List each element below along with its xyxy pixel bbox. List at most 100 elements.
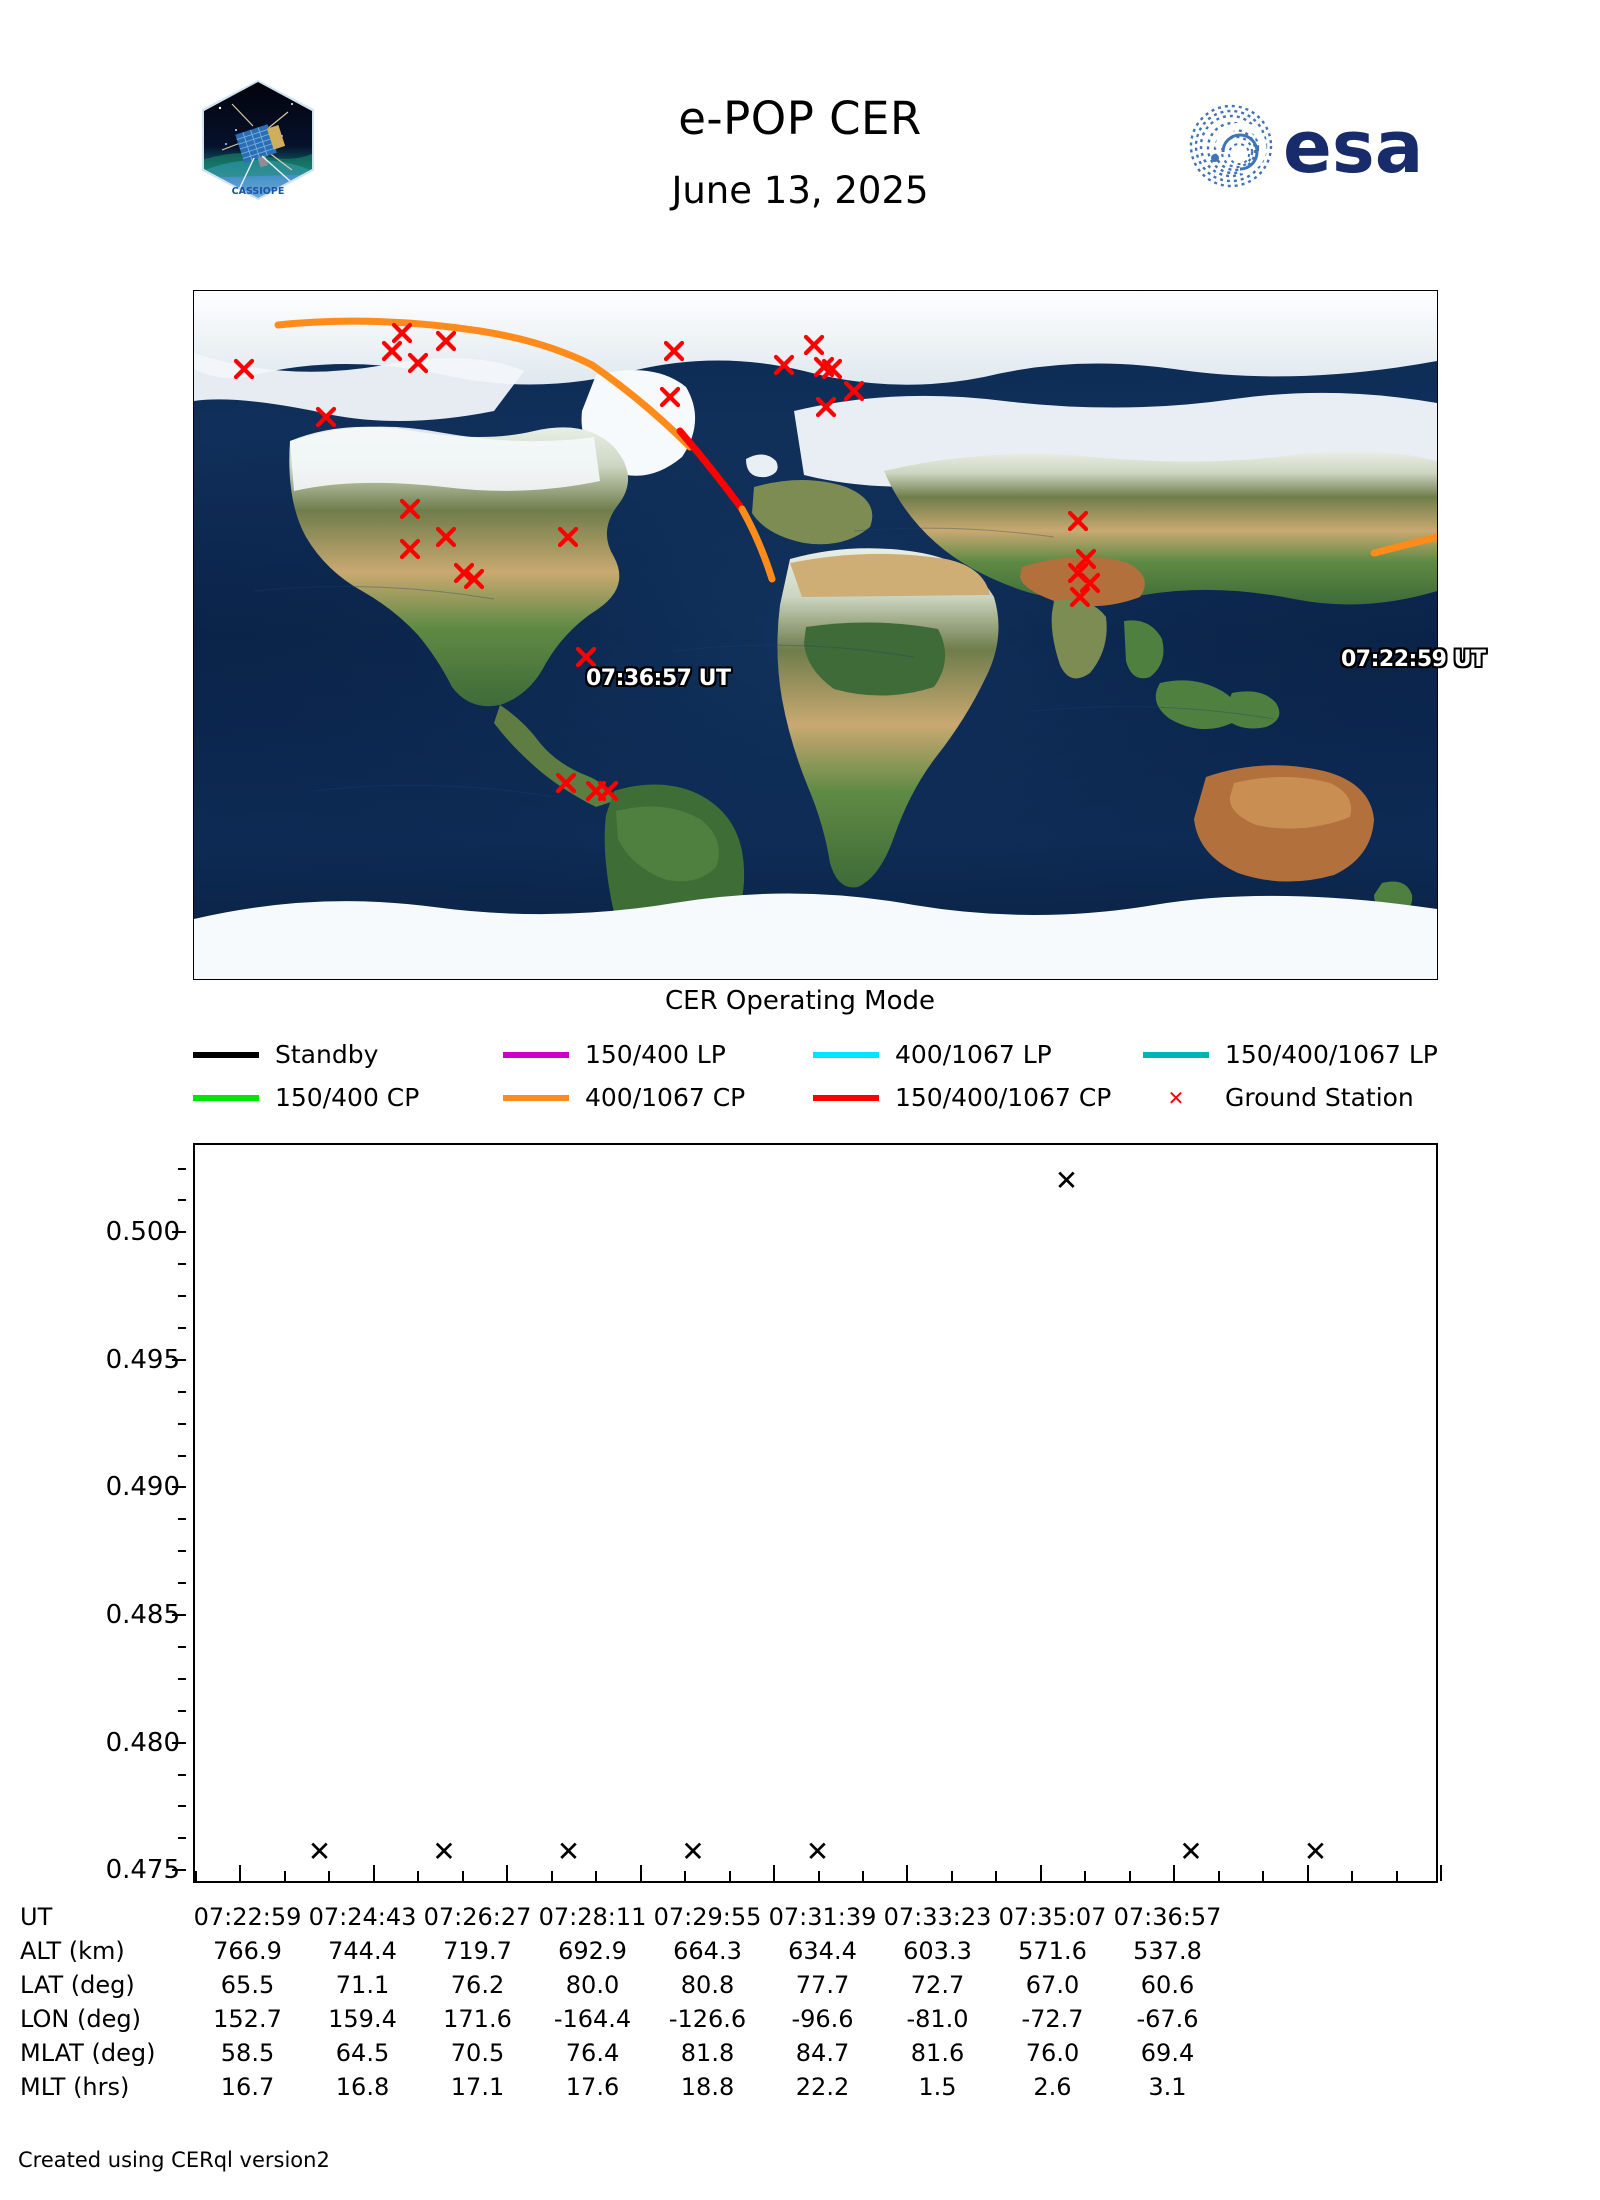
table-row-label: ALT (km) (20, 1937, 125, 1965)
table-cell: 58.5 (220, 2039, 275, 2067)
ground-station-icon: ✕ (1167, 1085, 1185, 1110)
table-cell: 07:29:55 (653, 1903, 762, 1931)
table-row: UT 07:22:59 07:24:43 07:26:27 07:28:11 07:29:… (20, 1900, 1225, 1934)
x-tick (283, 1871, 286, 1881)
table-row-label: LAT (deg) (20, 1971, 135, 1999)
cassiope-logo: CASSIOPE (196, 78, 320, 202)
table-cell: 84.7 (795, 2039, 850, 2067)
legend-item-150-400-cp: 150/400 CP (193, 1083, 503, 1112)
orbit-track (274, 317, 1437, 583)
table-cell: 17.1 (450, 2073, 505, 2101)
table-cell: 80.8 (680, 1971, 735, 1999)
legend-swatch-150-400-cp (193, 1094, 259, 1101)
table-row-label: MLT (hrs) (20, 2073, 130, 2101)
table-cell: 07:33:23 (883, 1903, 992, 1931)
legend: Standby 150/400 LP 400/1067 LP 150/400/1… (193, 1040, 1438, 1112)
x-tick (995, 1871, 998, 1881)
world-map-image (194, 291, 1437, 979)
table-cell: 07:26:27 (423, 1903, 532, 1931)
esa-logo: esa (1175, 96, 1455, 189)
table-cell: 719.7 (443, 1937, 512, 1965)
table-cell: 16.7 (220, 2073, 275, 2101)
y-tick-label: 0.480 (105, 1727, 180, 1758)
table-cell: 80.0 (565, 1971, 620, 1999)
y-minor-tick (178, 1837, 186, 1840)
table-cell: 07:28:11 (538, 1903, 647, 1931)
footer-credit: Created using CERql version2 (18, 2148, 330, 2172)
y-minor-tick (178, 1773, 186, 1776)
x-tick (372, 1865, 375, 1881)
y-minor-tick (178, 1805, 186, 1808)
table-cell: 76.2 (450, 1971, 505, 1999)
table-cell: 664.3 (673, 1937, 742, 1965)
x-tick (1440, 1865, 1442, 1881)
y-tick-label: 0.500 (105, 1217, 180, 1248)
legend-item-standby: Standby (193, 1040, 503, 1069)
data-table-area: UT 07:22:59 07:24:43 07:26:27 07:28:11 07:29:… (20, 1900, 1580, 2104)
page-title: e-POP CER (678, 92, 922, 145)
world-map: 07:36:57 UT 07:22:59 UT (193, 290, 1486, 980)
table-cell: 603.3 (903, 1937, 972, 1965)
legend-swatch-150-400-1067-cp (813, 1094, 879, 1101)
table-cell: -96.6 (791, 2005, 854, 2033)
legend-swatch-400-1067-lp (813, 1051, 879, 1058)
table-row: MLT (hrs) 16.7 16.8 17.1 17.6 18.8 22.2 1.5 2.6 3… (20, 2070, 1225, 2104)
legend-item-400-1067-lp: 400/1067 LP (813, 1040, 1143, 1069)
legend-row-1: Standby 150/400 LP 400/1067 LP 150/400/1… (193, 1040, 1438, 1069)
x-tick (773, 1865, 776, 1881)
legend-label-150-400-1067-cp: 150/400/1067 CP (895, 1083, 1112, 1112)
table-cell: -164.4 (553, 2005, 632, 2033)
legend-swatch-400-1067-cp (503, 1094, 569, 1101)
table-cell: 2.6 (1033, 2073, 1072, 2101)
table-cell: 171.6 (443, 2005, 512, 2033)
table-cell: 766.9 (213, 1937, 282, 1965)
x-tick (1217, 1871, 1220, 1881)
table-row: MLAT (deg) 58.5 64.5 70.5 76.4 81.8 84.7 81.6 76… (20, 2036, 1225, 2070)
legend-label-400-1067-cp: 400/1067 CP (585, 1083, 746, 1112)
data-point-marker: ✕ (556, 1834, 581, 1868)
legend-item-ground-station: ✕ Ground Station (1143, 1083, 1414, 1112)
ground-station-markers (233, 322, 1101, 802)
y-minor-tick (178, 1167, 186, 1170)
legend-item-150-400-1067-lp: 150/400/1067 LP (1143, 1040, 1438, 1069)
x-tick (417, 1871, 420, 1881)
y-minor-tick (178, 1231, 186, 1234)
data-table: UT 07:22:59 07:24:43 07:26:27 07:28:11 07:29:… (20, 1900, 1225, 2104)
table-cell: 07:22:59 (193, 1903, 302, 1931)
table-cell: 16.8 (335, 2073, 390, 2101)
y-minor-tick (178, 1199, 186, 1202)
legend-label-standby: Standby (275, 1040, 379, 1069)
x-tick (506, 1865, 509, 1881)
legend-row-2: 150/400 CP 400/1067 CP 150/400/1067 CP ✕… (193, 1083, 1438, 1112)
table-cell: 1.5 (918, 2073, 957, 2101)
y-minor-tick (178, 1582, 186, 1585)
legend-label-150-400-lp: 150/400 LP (585, 1040, 726, 1069)
y-minor-tick (178, 1358, 186, 1361)
data-point-marker: ✕ (432, 1834, 456, 1868)
y-minor-tick (178, 1741, 186, 1744)
y-minor-tick (178, 1614, 186, 1617)
table-cell: -126.6 (668, 2005, 747, 2033)
table-cell: 07:35:07 (998, 1903, 1107, 1931)
table-cell: 3.1 (1148, 2073, 1187, 2101)
table-cell: 634.4 (788, 1937, 857, 1965)
x-tick (817, 1871, 820, 1881)
data-point-marker: ✕ (681, 1834, 705, 1868)
y-minor-tick (178, 1709, 186, 1712)
table-cell: 22.2 (795, 2073, 850, 2101)
table-cell: 81.8 (680, 2039, 735, 2067)
table-cell: 744.4 (328, 1937, 397, 1965)
esa-wordmark: esa (1283, 105, 1423, 188)
map-time-label-end: 07:36:57 UT (586, 666, 731, 691)
y-minor-tick (178, 1390, 186, 1393)
y-minor-tick (178, 1677, 186, 1680)
x-tick (639, 1865, 642, 1881)
x-tick (550, 1871, 553, 1881)
y-minor-tick (178, 1869, 186, 1872)
table-cell: 70.5 (450, 2039, 505, 2067)
data-point-marker: ✕ (1054, 1163, 1079, 1197)
y-minor-tick (178, 1295, 186, 1298)
table-row-label: LON (deg) (20, 2005, 141, 2033)
y-minor-tick (178, 1518, 186, 1521)
x-tick (328, 1871, 331, 1881)
